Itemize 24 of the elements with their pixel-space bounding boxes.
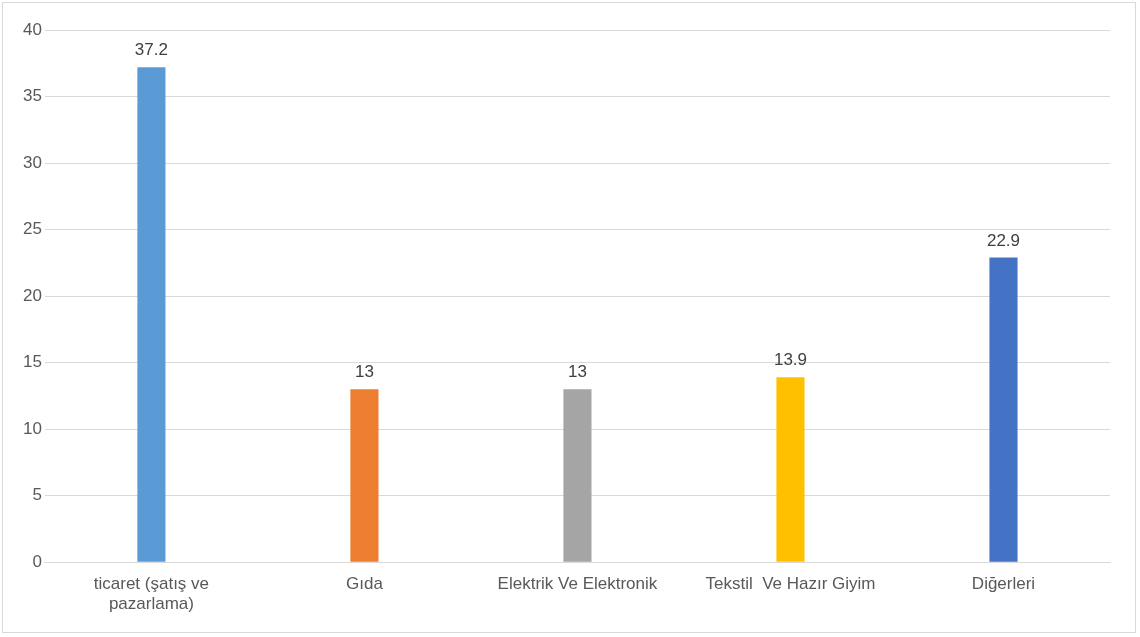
x-tick-label: Tekstil Ve Hazır Giyim xyxy=(705,574,876,594)
y-tick-label: 25 xyxy=(22,219,42,239)
x-tick-label: ticaret (şatış ve pazarlama) xyxy=(93,574,210,614)
bar xyxy=(989,257,1018,562)
x-tick-label: Elektrik Ve Elektronik xyxy=(497,574,658,594)
data-label: 13 xyxy=(354,362,374,382)
data-label: 13 xyxy=(567,362,587,382)
y-tick-label: 15 xyxy=(22,352,42,372)
bar xyxy=(137,67,166,562)
bar xyxy=(350,389,379,562)
data-label: 13.9 xyxy=(773,350,808,370)
y-tick-label: 35 xyxy=(22,86,42,106)
y-tick-label: 10 xyxy=(22,418,42,438)
y-tick-label: 5 xyxy=(32,485,42,505)
y-tick-label: 20 xyxy=(22,285,42,305)
y-tick-label: 30 xyxy=(22,152,42,172)
x-tick-label: Diğerleri xyxy=(971,574,1036,594)
bar xyxy=(563,389,592,562)
x-tick-label: Gıda xyxy=(346,574,384,594)
data-label: 37.2 xyxy=(134,40,168,60)
data-label: 22.9 xyxy=(986,230,1021,250)
y-tick-label: 40 xyxy=(22,19,42,39)
y-tick-label: 0 xyxy=(32,551,42,571)
bar xyxy=(776,377,805,562)
